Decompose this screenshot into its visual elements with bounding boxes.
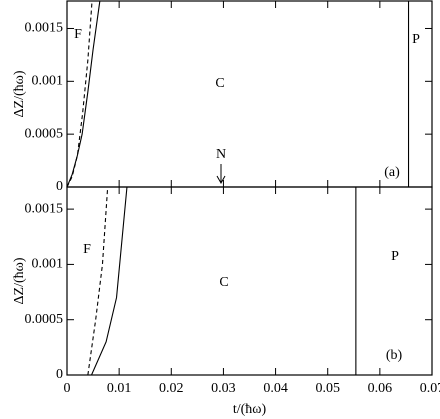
line xyxy=(87,186,109,376)
y-axis-label: ΔZ/(ħω) xyxy=(12,70,27,117)
annotation: F xyxy=(74,27,82,42)
annotation: F xyxy=(83,242,91,257)
y-tick-label: 0.0005 xyxy=(25,312,64,327)
x-tick-label: 0.03 xyxy=(211,381,236,396)
annotation: P xyxy=(391,249,399,264)
y-tick-label: 0.0015 xyxy=(25,21,64,36)
panel-frame xyxy=(66,186,433,376)
y-tick-label: 0.0005 xyxy=(25,126,64,141)
annotation: C xyxy=(219,275,228,290)
y-tick-label: 0.001 xyxy=(32,257,64,272)
x-tick-label: 0.05 xyxy=(315,381,340,396)
y-tick-label: 0 xyxy=(56,367,63,382)
annotation: N xyxy=(216,147,226,162)
annotation: (b) xyxy=(386,348,403,363)
y-tick-label: 0 xyxy=(56,179,63,194)
y-axis-label: ΔZ/(ħω) xyxy=(12,257,27,304)
line xyxy=(66,0,101,188)
y-tick-label: 0.0015 xyxy=(25,201,64,216)
x-tick-label: 0.07 xyxy=(420,381,440,396)
x-tick-label: 0.01 xyxy=(107,381,132,396)
y-tick-label: 0.001 xyxy=(32,74,64,89)
annotation: (a) xyxy=(384,165,400,180)
x-axis-label: t/(ħω) xyxy=(233,402,267,417)
x-tick-label: 0.06 xyxy=(368,381,393,396)
annotation: P xyxy=(412,32,420,47)
x-tick-label: 0.02 xyxy=(159,381,184,396)
arrow-head xyxy=(216,175,226,185)
line xyxy=(91,186,128,376)
panel-frame xyxy=(66,0,433,188)
x-tick-label: 0.04 xyxy=(263,381,288,396)
annotation: C xyxy=(215,76,224,91)
x-tick-label: 0 xyxy=(64,381,71,396)
line xyxy=(66,0,93,188)
